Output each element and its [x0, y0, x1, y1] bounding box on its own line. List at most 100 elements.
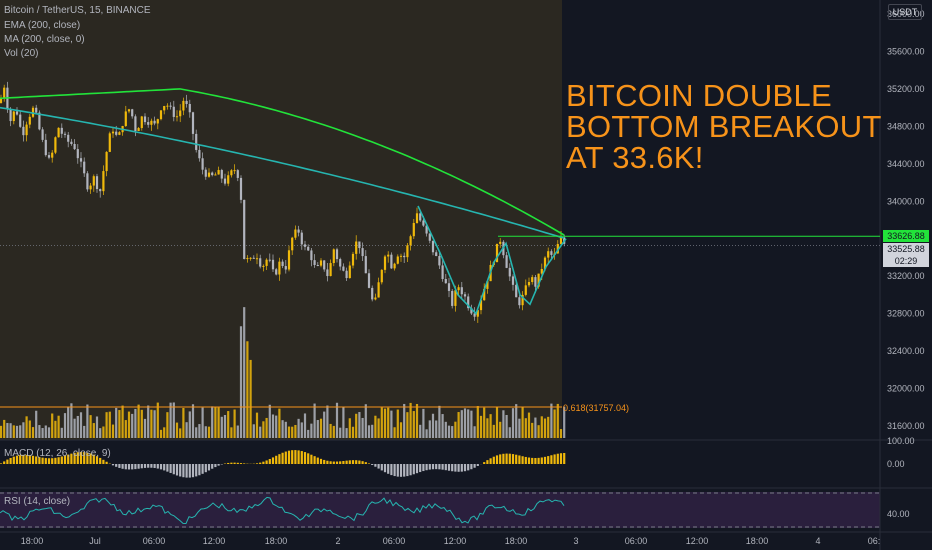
macd-bar [9, 457, 12, 464]
candle-body [329, 263, 332, 277]
ma-legend[interactable]: MA (200, close, 0) [4, 34, 85, 45]
volume-bar [396, 409, 399, 438]
volume-bar [537, 425, 540, 438]
macd-bar [329, 461, 332, 464]
volume-bar [326, 405, 329, 438]
macd-bar [313, 456, 316, 464]
candle-body [76, 149, 79, 159]
macd-bar [531, 457, 534, 464]
macd-bar [374, 464, 377, 467]
candle-body [102, 171, 105, 192]
volume-bar [67, 406, 70, 438]
macd-bar [70, 453, 73, 464]
volume-bar [486, 418, 489, 438]
candle-body [473, 313, 476, 317]
y-tick-label: 34800.00 [887, 121, 925, 131]
macd-bar [79, 452, 83, 464]
rsi-legend[interactable]: RSI (14, close) [4, 496, 71, 507]
macd-bar [0, 463, 3, 464]
candle-body [3, 87, 6, 99]
volume-bar [185, 422, 188, 438]
macd-bar [422, 464, 425, 472]
x-tick-label: 06: [868, 536, 881, 546]
volume-bar [316, 420, 319, 438]
candle-body [531, 277, 534, 283]
candle-body [19, 114, 22, 127]
candle-body [294, 229, 297, 238]
volume-bar [463, 408, 467, 438]
macd-bar [233, 462, 236, 464]
volume-bar [540, 416, 543, 438]
macd-bar [435, 464, 438, 470]
volume-bar [121, 405, 124, 438]
candle-body [486, 281, 489, 289]
volume-bar [380, 407, 383, 438]
macd-bar [60, 456, 63, 464]
candle-body [25, 124, 28, 136]
macd-bar [19, 455, 22, 464]
annotation-line-1: BITCOIN DOUBLE [566, 78, 833, 113]
macd-bar [262, 461, 265, 464]
volume-bar [108, 411, 111, 438]
volume-bar [159, 429, 163, 438]
macd-bar [444, 464, 447, 471]
volume-bar [460, 410, 463, 438]
candle-body [460, 287, 463, 295]
volume-bar [441, 414, 444, 438]
macd-bar [265, 460, 268, 464]
volume-bar [31, 427, 35, 438]
candle-body [508, 267, 511, 277]
symbol-legend[interactable]: Bitcoin / TetherUS, 15, BINANCE [4, 5, 151, 16]
volume-bar [19, 425, 22, 438]
macd-legend[interactable]: MACD (12, 26, close, 9) [4, 448, 111, 459]
candle-body [463, 294, 467, 297]
x-tick-label: 12:00 [686, 536, 709, 546]
volume-bar [556, 403, 559, 438]
candle-body [131, 109, 134, 117]
candle-body [543, 257, 547, 269]
volume-bar [191, 404, 195, 438]
candle-body [57, 127, 60, 138]
macd-bar [454, 464, 457, 472]
macd-bar [185, 464, 188, 478]
volume-bar [543, 418, 547, 438]
volume-bar [419, 424, 422, 438]
macd-bar [563, 452, 566, 464]
macd-bar [140, 464, 143, 469]
volume-bar [28, 420, 31, 438]
volume-bar [163, 427, 166, 438]
volume-bar [233, 409, 236, 438]
macd-bar [537, 457, 540, 464]
candle-body [527, 282, 531, 286]
x-tick-label: 06:00 [383, 536, 406, 546]
volume-bar [399, 422, 403, 438]
macd-bar [511, 454, 515, 464]
ema-legend[interactable]: EMA (200, close) [4, 20, 81, 31]
x-tick-label: 18:00 [746, 536, 769, 546]
y-tick-label: 34400.00 [887, 159, 925, 169]
volume-bar [166, 412, 169, 438]
volume-bar [0, 425, 3, 438]
candle-body [339, 259, 342, 267]
volume-bar [223, 415, 227, 438]
y-tick-label: 36000.00 [887, 9, 925, 19]
candle-body [284, 266, 287, 270]
macd-bar [275, 455, 278, 464]
volume-bar [358, 412, 361, 438]
candle-body [358, 241, 361, 249]
candle-body [169, 105, 172, 107]
chart-annotation[interactable]: BITCOIN DOUBLE BOTTOM BREAKOUT AT 33.6K! [566, 80, 882, 173]
volume-bar [249, 359, 252, 438]
macd-bar [473, 464, 476, 468]
macd-bar [211, 464, 214, 469]
macd-bar [153, 464, 156, 469]
currency-selector[interactable]: USDT [888, 4, 922, 20]
macd-bar [156, 464, 159, 469]
candle-body [428, 233, 431, 241]
macd-bar [143, 464, 147, 468]
highlight-zone [0, 0, 562, 440]
volume-bar [339, 427, 342, 438]
vol-legend[interactable]: Vol (20) [4, 48, 39, 59]
macd-bar [438, 464, 441, 470]
